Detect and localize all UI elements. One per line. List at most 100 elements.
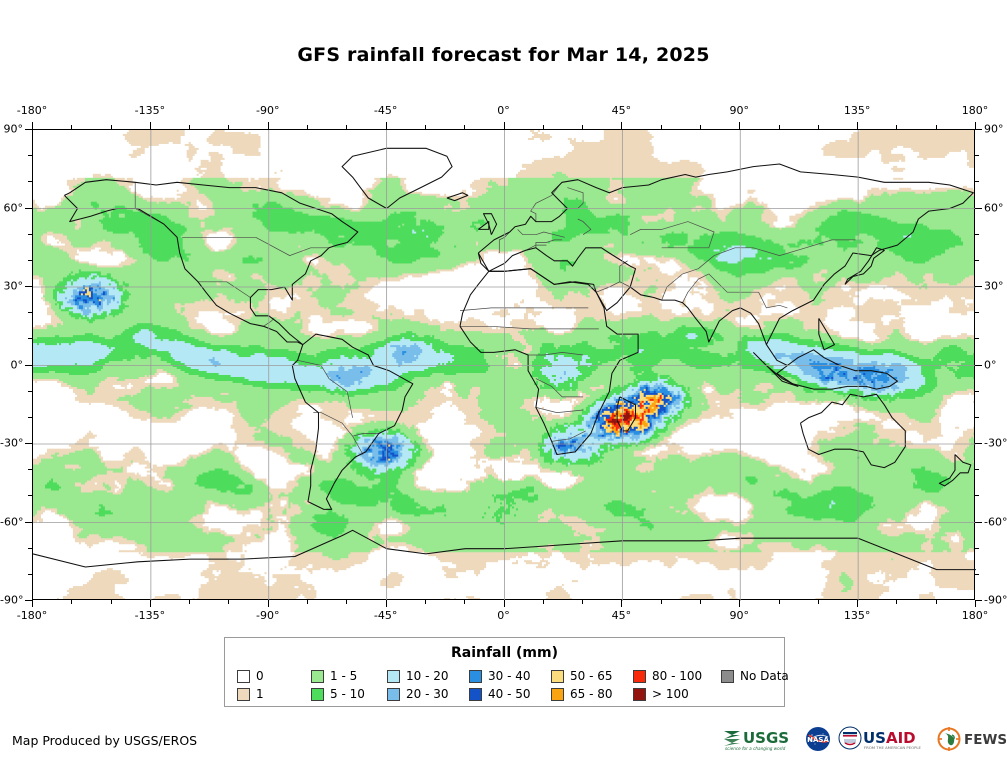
axis-tick xyxy=(975,286,982,287)
legend-item[interactable]: 50 - 65 xyxy=(551,668,633,684)
lat-tick-label-right: 30° xyxy=(984,279,1004,293)
axis-tick xyxy=(817,125,819,129)
axis-tick xyxy=(660,600,662,604)
axis-tick xyxy=(975,443,982,444)
lon-tick-label-bottom: 45° xyxy=(611,609,632,622)
country-border xyxy=(661,268,699,301)
legend-item[interactable]: 0 xyxy=(237,668,311,684)
legend-label: 10 - 20 xyxy=(406,668,449,683)
usgs-logo: USGS science for a changing world xyxy=(722,725,798,753)
legend-swatch xyxy=(469,687,482,701)
axis-tick xyxy=(346,600,348,604)
country-border xyxy=(525,244,547,251)
legend-item[interactable]: 30 - 40 xyxy=(469,668,551,684)
country-border xyxy=(320,412,364,455)
map-vector-overlay xyxy=(33,130,976,601)
legend-label: 1 - 5 xyxy=(330,668,358,683)
axis-tick xyxy=(975,573,979,575)
axis-tick xyxy=(503,122,505,129)
axis-tick xyxy=(817,600,819,604)
axis-tick xyxy=(228,125,230,129)
axis-tick xyxy=(25,600,32,601)
coastline xyxy=(477,247,637,312)
lat-tick-label-right: -60° xyxy=(984,515,1007,528)
lat-tick-label-left: 30° xyxy=(3,279,24,293)
coastline xyxy=(291,333,414,510)
lat-tick-label-right: -90° xyxy=(984,593,1007,607)
legend-item[interactable]: No Data xyxy=(721,668,789,684)
lat-tick-label-right: 60° xyxy=(984,201,1004,214)
country-border xyxy=(535,239,563,248)
lon-tick-label-bottom: 180° xyxy=(961,609,989,622)
legend-swatch xyxy=(551,687,564,701)
axis-tick xyxy=(189,125,191,129)
coastline xyxy=(477,163,974,390)
legend-swatch xyxy=(633,687,646,701)
lon-tick-label-bottom: -90° xyxy=(256,609,280,622)
country-border xyxy=(630,221,715,249)
legend-swatch xyxy=(469,669,482,683)
legend-item[interactable]: 5 - 10 xyxy=(311,686,387,702)
legend-items: 0 1 1 - 5 5 - 10 10 - 20 20 - 30 30 - 40 40 - 5… xyxy=(237,668,789,702)
axis-tick xyxy=(28,390,32,392)
lat-tick-label-left: 90° xyxy=(3,122,24,136)
axis-tick xyxy=(32,600,33,607)
lon-tick-label-bottom: 135° xyxy=(843,609,871,622)
axis-tick xyxy=(25,207,32,209)
country-border xyxy=(708,273,759,293)
svg-text:FEWS NET: FEWS NET xyxy=(964,732,1007,748)
axis-tick xyxy=(975,259,979,261)
lon-tick-label-top: 180° xyxy=(961,104,989,117)
axis-tick xyxy=(307,600,309,604)
lon-tick-label-top: 90° xyxy=(729,104,750,117)
legend-item[interactable]: 40 - 50 xyxy=(469,686,551,702)
country-border xyxy=(528,352,584,356)
legend-label: 20 - 30 xyxy=(406,686,449,701)
svg-text:USGS: USGS xyxy=(743,729,789,747)
country-border xyxy=(535,407,584,413)
legend-item[interactable]: 80 - 100 xyxy=(633,668,721,684)
legend-item[interactable]: 65 - 80 xyxy=(551,686,633,702)
axis-tick xyxy=(935,600,937,604)
legend-swatch xyxy=(311,669,324,683)
axis-tick xyxy=(71,125,73,129)
legend-item[interactable]: 1 - 5 xyxy=(311,668,387,684)
coastline xyxy=(33,529,976,571)
axis-tick xyxy=(267,122,269,129)
axis-tick xyxy=(28,573,32,575)
country-border xyxy=(551,430,586,442)
page-title: GFS rainfall forecast for Mar 14, 2025 xyxy=(297,44,710,66)
axis-tick xyxy=(28,181,32,183)
map-plot-area[interactable] xyxy=(32,129,976,601)
axis-tick xyxy=(267,600,269,607)
legend-column: No Data xyxy=(721,668,789,702)
lon-tick-label-top: -90° xyxy=(256,104,280,117)
country-border xyxy=(682,273,709,303)
lat-tick-label-left: 0° xyxy=(10,358,24,371)
country-border xyxy=(498,231,510,253)
axis-tick xyxy=(424,125,426,129)
legend-column: 1 - 5 5 - 10 xyxy=(311,668,387,702)
country-border xyxy=(460,325,599,330)
axis-tick xyxy=(503,600,505,607)
legend-swatch xyxy=(237,687,250,701)
axis-tick xyxy=(464,125,466,129)
axis-tick xyxy=(739,600,741,607)
legend-item[interactable]: 10 - 20 xyxy=(387,668,469,684)
country-border xyxy=(459,307,589,311)
legend-label: No Data xyxy=(740,668,789,683)
axis-tick xyxy=(975,416,979,418)
legend-item[interactable]: 20 - 30 xyxy=(387,686,469,702)
legend-swatch xyxy=(721,669,734,683)
legend-item[interactable]: > 100 xyxy=(633,686,721,702)
axis-tick xyxy=(542,125,544,129)
lat-tick-label-right: 90° xyxy=(984,122,1004,136)
legend-item[interactable]: 1 xyxy=(237,686,311,702)
axis-tick xyxy=(110,600,112,604)
country-border xyxy=(567,187,584,209)
country-border xyxy=(596,281,631,293)
axis-tick xyxy=(28,312,32,314)
country-border xyxy=(758,292,788,309)
axis-tick xyxy=(857,122,859,129)
axis-tick xyxy=(25,364,32,366)
